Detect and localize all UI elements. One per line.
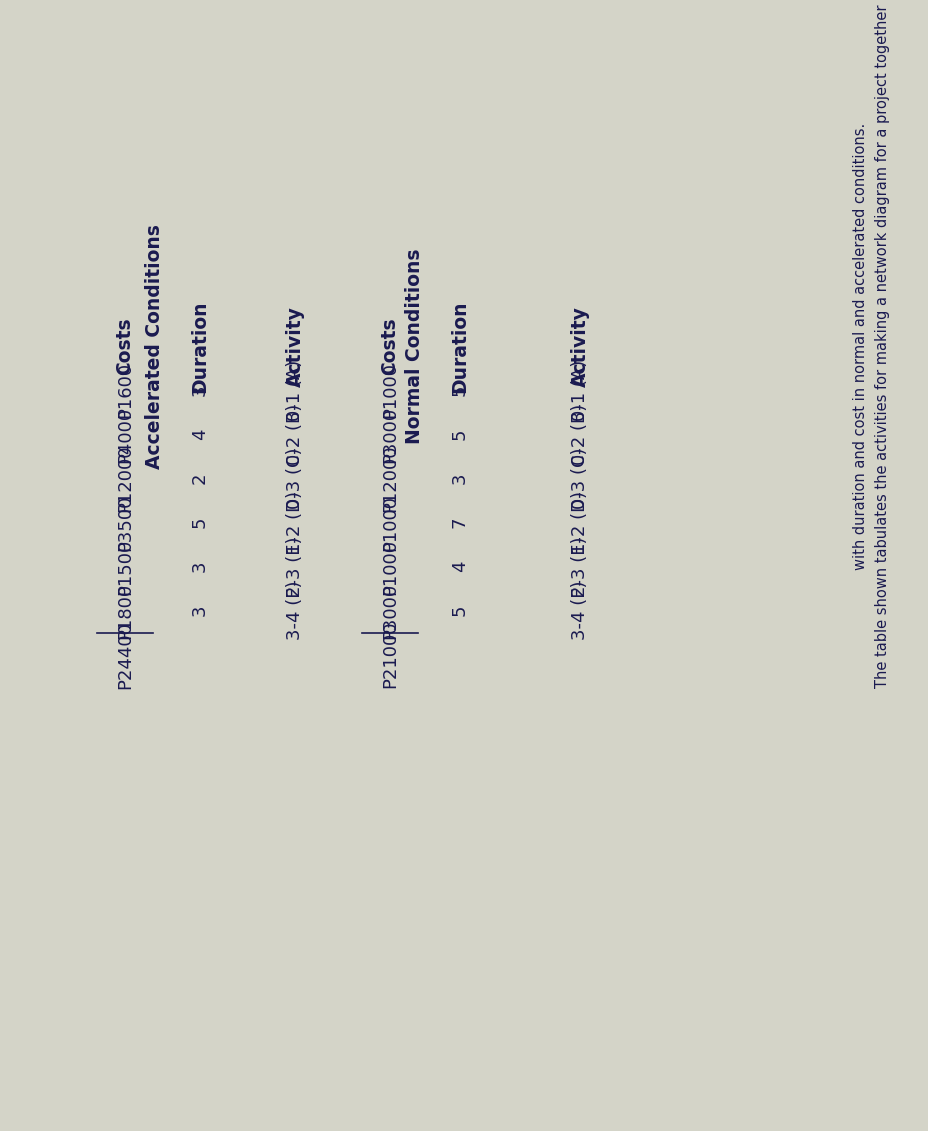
Text: Activity: Activity	[570, 307, 589, 387]
Text: 0-1 (A): 0-1 (A)	[286, 360, 303, 421]
Text: Normal Conditions: Normal Conditions	[405, 249, 424, 444]
Text: 4: 4	[191, 429, 209, 440]
Text: Costs: Costs	[115, 318, 135, 375]
Text: 3: 3	[450, 473, 469, 484]
Text: 2: 2	[191, 473, 209, 484]
Text: Accelerated Conditions: Accelerated Conditions	[146, 224, 164, 469]
Text: 0-3 (C): 0-3 (C)	[571, 448, 588, 509]
Text: P12000: P12000	[380, 444, 398, 512]
Text: P1800: P1800	[116, 582, 134, 639]
Text: P1600: P1600	[116, 362, 134, 418]
Text: 5: 5	[450, 385, 469, 396]
Text: 3-4 (F): 3-4 (F)	[286, 581, 303, 640]
Text: 4: 4	[450, 561, 469, 572]
Text: Costs: Costs	[380, 318, 399, 375]
Text: with duration and cost in normal and accelerated conditions.: with duration and cost in normal and acc…	[852, 123, 867, 570]
Text: P24400: P24400	[116, 621, 134, 689]
Text: 5: 5	[450, 605, 469, 616]
Text: Activity: Activity	[285, 307, 304, 387]
Text: 7: 7	[450, 517, 469, 528]
Text: P1000: P1000	[380, 538, 398, 595]
Text: 0-2 (B): 0-2 (B)	[286, 404, 303, 465]
Text: 3-4 (F): 3-4 (F)	[571, 581, 588, 640]
Text: P21000: P21000	[380, 621, 398, 689]
Text: P12000: P12000	[116, 444, 134, 512]
Text: 1-2 (D): 1-2 (D)	[286, 491, 303, 554]
Text: P3000: P3000	[380, 582, 398, 639]
Text: 2-3 (E): 2-3 (E)	[571, 536, 588, 597]
Text: 1-2 (D): 1-2 (D)	[571, 491, 588, 554]
Text: 3: 3	[191, 605, 209, 616]
Text: 0-2 (B): 0-2 (B)	[571, 404, 588, 465]
Text: The table shown tabulates the activities for making a network diagram for a proj: The table shown tabulates the activities…	[874, 5, 889, 688]
Text: 0-1 (A): 0-1 (A)	[571, 360, 588, 421]
Text: Duration: Duration	[450, 300, 469, 392]
Text: 3: 3	[191, 561, 209, 572]
Text: P1000: P1000	[380, 494, 398, 551]
Text: P4000: P4000	[116, 406, 134, 463]
Text: 0-3 (C): 0-3 (C)	[286, 448, 303, 509]
Text: Duration: Duration	[190, 300, 210, 392]
Text: P3000: P3000	[380, 406, 398, 463]
Text: P1500: P1500	[116, 538, 134, 595]
Text: 2-3 (E): 2-3 (E)	[286, 536, 303, 597]
Text: 5: 5	[450, 429, 469, 440]
Text: 5: 5	[191, 517, 209, 528]
Text: P1000: P1000	[380, 362, 398, 418]
Text: P3500: P3500	[116, 494, 134, 551]
Text: 3: 3	[191, 385, 209, 396]
